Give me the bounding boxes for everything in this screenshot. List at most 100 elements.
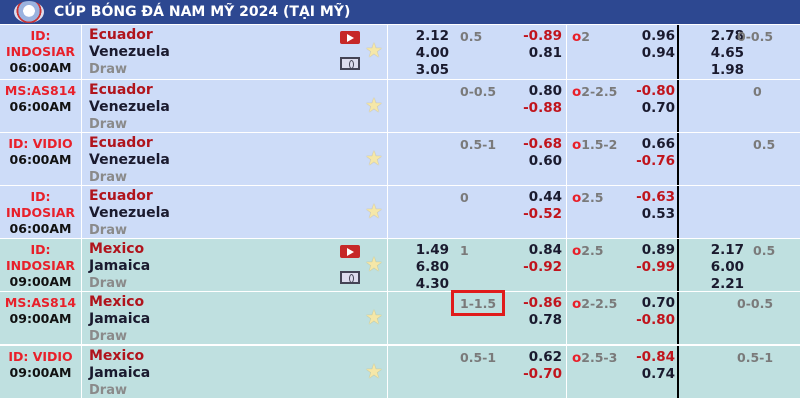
- home-team[interactable]: Ecuador: [89, 188, 153, 204]
- fulltime-odds-cell: 0 0.44 -0.52: [389, 186, 567, 238]
- firsthalf-1x2-odds[interactable]: 2.78: [710, 28, 744, 44]
- under-odds[interactable]: 0.53: [641, 206, 675, 222]
- draw-label: Draw: [89, 117, 127, 132]
- over-under-line: o2.5: [572, 189, 603, 207]
- home-team[interactable]: Mexico: [89, 348, 145, 364]
- 1x2-odds[interactable]: 6.80: [415, 259, 449, 275]
- teams-cell: Mexico Jamaica Draw ★: [83, 346, 388, 398]
- league-title: CÚP BÓNG ĐÁ NAM MỸ 2024 (TẠI MỸ): [54, 4, 351, 20]
- ou-value: 2.5-3: [581, 350, 618, 365]
- handicap-away-odds[interactable]: -0.52: [523, 206, 562, 222]
- 1x2-odds[interactable]: 1.49: [415, 242, 449, 258]
- away-team[interactable]: Venezuela: [89, 152, 170, 168]
- over-odds[interactable]: 0.96: [641, 28, 675, 44]
- handicap-home-odds[interactable]: -0.89: [523, 28, 562, 44]
- away-team[interactable]: Jamaica: [89, 311, 151, 327]
- pitch-icon[interactable]: [340, 57, 360, 70]
- firsthalf-handicap-line: 0.5-1: [737, 350, 774, 365]
- handicap-line: 0.5-1: [460, 350, 497, 365]
- home-team[interactable]: Mexico: [89, 294, 145, 310]
- kickoff-time: 06:00AM: [9, 99, 72, 114]
- favorite-star-icon[interactable]: ★: [365, 359, 383, 383]
- handicap-home-odds[interactable]: -0.68: [523, 136, 562, 152]
- over-under-cell: o2 0.96 0.94: [568, 25, 679, 79]
- firsthalf-handicap-line: 0-0.5: [737, 296, 774, 311]
- firsthalf-1x2-odds[interactable]: 6.00: [710, 259, 744, 275]
- away-team[interactable]: Venezuela: [89, 205, 170, 221]
- 1x2-odds[interactable]: 3.05: [415, 62, 449, 78]
- ou-value: 2-2.5: [581, 84, 618, 99]
- handicap-away-odds[interactable]: 0.60: [528, 153, 562, 169]
- favorite-star-icon[interactable]: ★: [365, 199, 383, 223]
- over-prefix: o: [572, 29, 582, 45]
- over-prefix: o: [572, 243, 582, 259]
- over-under-line: o2.5: [572, 242, 603, 260]
- match-row: ID: INDOSIAR 09:00AM Mexico Jamaica Draw…: [0, 239, 800, 292]
- handicap-away-odds[interactable]: 0.81: [528, 45, 562, 61]
- kickoff-time: 06:00AM: [9, 221, 72, 236]
- teams-cell: Mexico Jamaica Draw ★: [83, 292, 388, 344]
- firsthalf-1x2-odds[interactable]: 1.98: [710, 62, 744, 78]
- kickoff-time: 09:00AM: [9, 311, 72, 326]
- over-odds[interactable]: -0.80: [636, 83, 675, 99]
- away-team[interactable]: Jamaica: [89, 258, 151, 274]
- pitch-icon[interactable]: [340, 271, 360, 284]
- teams-cell: Ecuador Venezuela Draw ★: [83, 80, 388, 132]
- fulltime-odds-cell: 1-1.5 -0.86 0.78: [389, 292, 567, 344]
- 1x2-odds[interactable]: 4.00: [415, 45, 449, 61]
- under-odds[interactable]: 0.94: [641, 45, 675, 61]
- handicap-home-odds[interactable]: 0.84: [528, 242, 562, 258]
- favorite-star-icon[interactable]: ★: [365, 38, 383, 62]
- firsthalf-1x2-odds[interactable]: 4.65: [710, 45, 744, 61]
- away-team[interactable]: Venezuela: [89, 99, 170, 115]
- tv-icon[interactable]: [340, 31, 360, 44]
- firsthalf-1x2-odds[interactable]: 2.17: [710, 242, 744, 258]
- over-odds[interactable]: 0.89: [641, 242, 675, 258]
- match-row: MS:AS814 06:00AM Ecuador Venezuela Draw …: [0, 80, 800, 133]
- tv-icon[interactable]: [340, 245, 360, 258]
- 1x2-odds[interactable]: 4.30: [415, 276, 449, 292]
- under-odds[interactable]: 0.74: [641, 366, 675, 382]
- over-odds[interactable]: 0.70: [641, 295, 675, 311]
- over-odds[interactable]: -0.84: [636, 349, 675, 365]
- under-odds[interactable]: 0.70: [641, 100, 675, 116]
- under-odds[interactable]: -0.99: [636, 259, 675, 275]
- over-under-line: o2-2.5: [572, 83, 617, 101]
- handicap-home-odds[interactable]: 0.62: [528, 349, 562, 365]
- channel-cell: MS:AS814 09:00AM: [0, 292, 82, 344]
- favorite-star-icon[interactable]: ★: [365, 252, 383, 276]
- over-under-line: o2-2.5: [572, 295, 617, 313]
- firsthalf-handicap-line: 0: [753, 84, 762, 99]
- copa-america-logo: [14, 1, 44, 23]
- handicap-away-odds[interactable]: -0.70: [523, 366, 562, 382]
- handicap-away-odds[interactable]: 0.78: [528, 312, 562, 328]
- over-odds[interactable]: 0.66: [641, 136, 675, 152]
- 1x2-odds[interactable]: 2.12: [415, 28, 449, 44]
- handicap-home-odds[interactable]: 0.80: [528, 83, 562, 99]
- under-odds[interactable]: -0.76: [636, 153, 675, 169]
- draw-label: Draw: [89, 223, 127, 238]
- away-team[interactable]: Venezuela: [89, 44, 170, 60]
- home-team[interactable]: Ecuador: [89, 82, 153, 98]
- home-team[interactable]: Ecuador: [89, 27, 153, 43]
- over-odds[interactable]: -0.63: [636, 189, 675, 205]
- match-row: ID: VIDIO 09:00AM Mexico Jamaica Draw ★ …: [0, 346, 800, 399]
- over-under-line: o2.5-3: [572, 349, 617, 367]
- favorite-star-icon[interactable]: ★: [365, 146, 383, 170]
- handicap-away-odds[interactable]: -0.92: [523, 259, 562, 275]
- under-odds[interactable]: -0.80: [636, 312, 675, 328]
- handicap-home-odds[interactable]: 0.44: [528, 189, 562, 205]
- favorite-star-icon[interactable]: ★: [365, 305, 383, 329]
- firsthalf-1x2-odds[interactable]: 2.21: [710, 276, 744, 292]
- draw-label: Draw: [89, 170, 127, 185]
- home-team[interactable]: Ecuador: [89, 135, 153, 151]
- ou-value: 2-2.5: [581, 296, 618, 311]
- over-under-cell: o1.5-2 0.66 -0.76: [568, 133, 679, 185]
- highlight-box: [451, 290, 505, 316]
- home-team[interactable]: Mexico: [89, 241, 145, 257]
- favorite-star-icon[interactable]: ★: [365, 93, 383, 117]
- handicap-home-odds[interactable]: -0.86: [523, 295, 562, 311]
- away-team[interactable]: Jamaica: [89, 365, 151, 381]
- handicap-line: 0-0.5: [460, 84, 497, 99]
- handicap-away-odds[interactable]: -0.88: [523, 100, 562, 116]
